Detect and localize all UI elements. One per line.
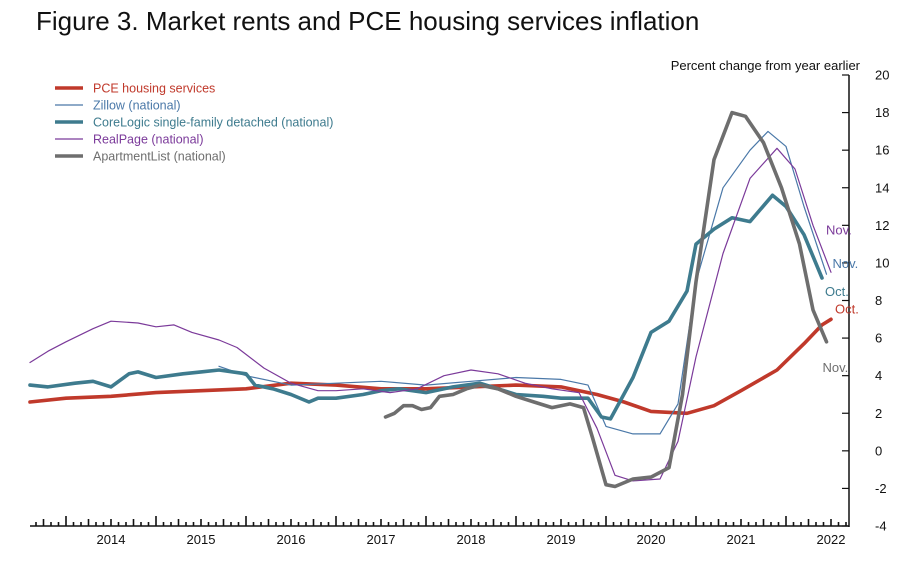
x-tick-label: 2014 (97, 532, 126, 547)
series-layer (28, 110, 833, 489)
y-tick-label: 18 (875, 105, 889, 120)
legend-label: RealPage (national) (93, 133, 204, 147)
y-tick-label: 10 (875, 255, 889, 270)
series-line (29, 147, 832, 482)
series-end-label: Oct. (835, 301, 859, 316)
x-tick-label: 2020 (637, 532, 666, 547)
y-tick-label: 14 (875, 180, 889, 195)
x-tick-label: 2015 (187, 532, 216, 547)
y-tick-label: -2 (875, 481, 887, 496)
y-tick-label: 8 (875, 293, 882, 308)
series-line (28, 317, 833, 416)
series-end-label: Nov. (823, 360, 849, 375)
y-tick-label: 12 (875, 218, 889, 233)
x-tick-label: 2021 (727, 532, 756, 547)
series-line (28, 193, 824, 421)
legend: PCE housing services Zillow (national) Cor… (55, 82, 333, 164)
legend-label: Zillow (national) (93, 99, 181, 113)
y-tick-label: 4 (875, 368, 882, 383)
x-tick-label: 2022 (817, 532, 846, 547)
series-end-label: Nov. (833, 256, 859, 271)
end-labels: Oct. Nov. Oct. Nov. Nov. (823, 222, 859, 375)
figure-title: Figure 3. Market rents and PCE housing s… (36, 6, 700, 36)
x-tick-label: 2019 (547, 532, 576, 547)
x-tick-label: 2016 (277, 532, 306, 547)
legend-label: PCE housing services (93, 82, 215, 96)
legend-label: CoreLogic single-family detached (nation… (93, 116, 333, 130)
y-tick-label: 6 (875, 331, 882, 346)
series-line (383, 110, 829, 489)
x-tick-label: 2018 (457, 532, 486, 547)
series-end-label: Nov. (826, 222, 852, 237)
y-tick-label: 0 (875, 443, 882, 458)
y-tick-label: 16 (875, 143, 889, 158)
y-tick-label: 2 (875, 406, 882, 421)
y-tick-label: 20 (875, 68, 889, 83)
legend-label: ApartmentList (national) (93, 150, 226, 164)
y-tick-label: -4 (875, 519, 887, 534)
x-tick-label: 2017 (367, 532, 396, 547)
series-end-label: Oct. (825, 284, 849, 299)
y-axis-label: Percent change from year earlier (671, 58, 861, 73)
axes: Percent change from year earlier -4 -2 0 2 4… (30, 58, 889, 547)
